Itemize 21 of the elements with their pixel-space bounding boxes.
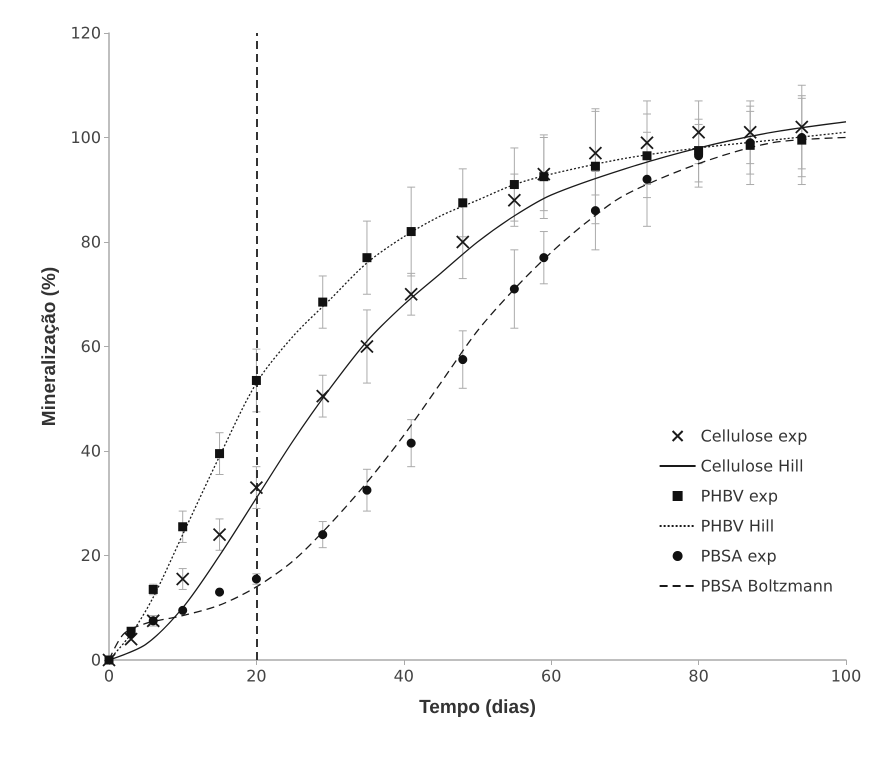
- legend-label: PHBV exp: [700, 486, 778, 506]
- x-tick-label: 40: [394, 666, 414, 686]
- y-tick-label: 100: [70, 128, 101, 147]
- legend-label: PBSA Boltzmann: [700, 576, 834, 596]
- x-tick-label: 100: [830, 666, 862, 686]
- y-tick-label: 80: [80, 232, 101, 252]
- y-tick-label: 60: [80, 337, 101, 356]
- x-tick-label: 0: [104, 666, 114, 686]
- legend-label: PBSA exp: [700, 546, 777, 566]
- x-tick-label: 80: [688, 666, 709, 686]
- x-tick-label: 60: [541, 666, 562, 686]
- legend-label: Cellulose exp: [700, 426, 808, 446]
- y-tick-label: 20: [80, 546, 101, 565]
- x-axis-title: Tempo (dias): [419, 697, 536, 718]
- x-tick-label: 20: [246, 666, 267, 686]
- y-tick-label: 120: [70, 24, 101, 42]
- legend-label: PHBV Hill: [700, 516, 774, 536]
- y-tick-label: 40: [80, 442, 101, 460]
- y-tick-label: 0: [90, 650, 101, 670]
- y-axis-title: Mineralização (%): [39, 266, 60, 426]
- legend-label: Cellulose Hill: [700, 456, 804, 476]
